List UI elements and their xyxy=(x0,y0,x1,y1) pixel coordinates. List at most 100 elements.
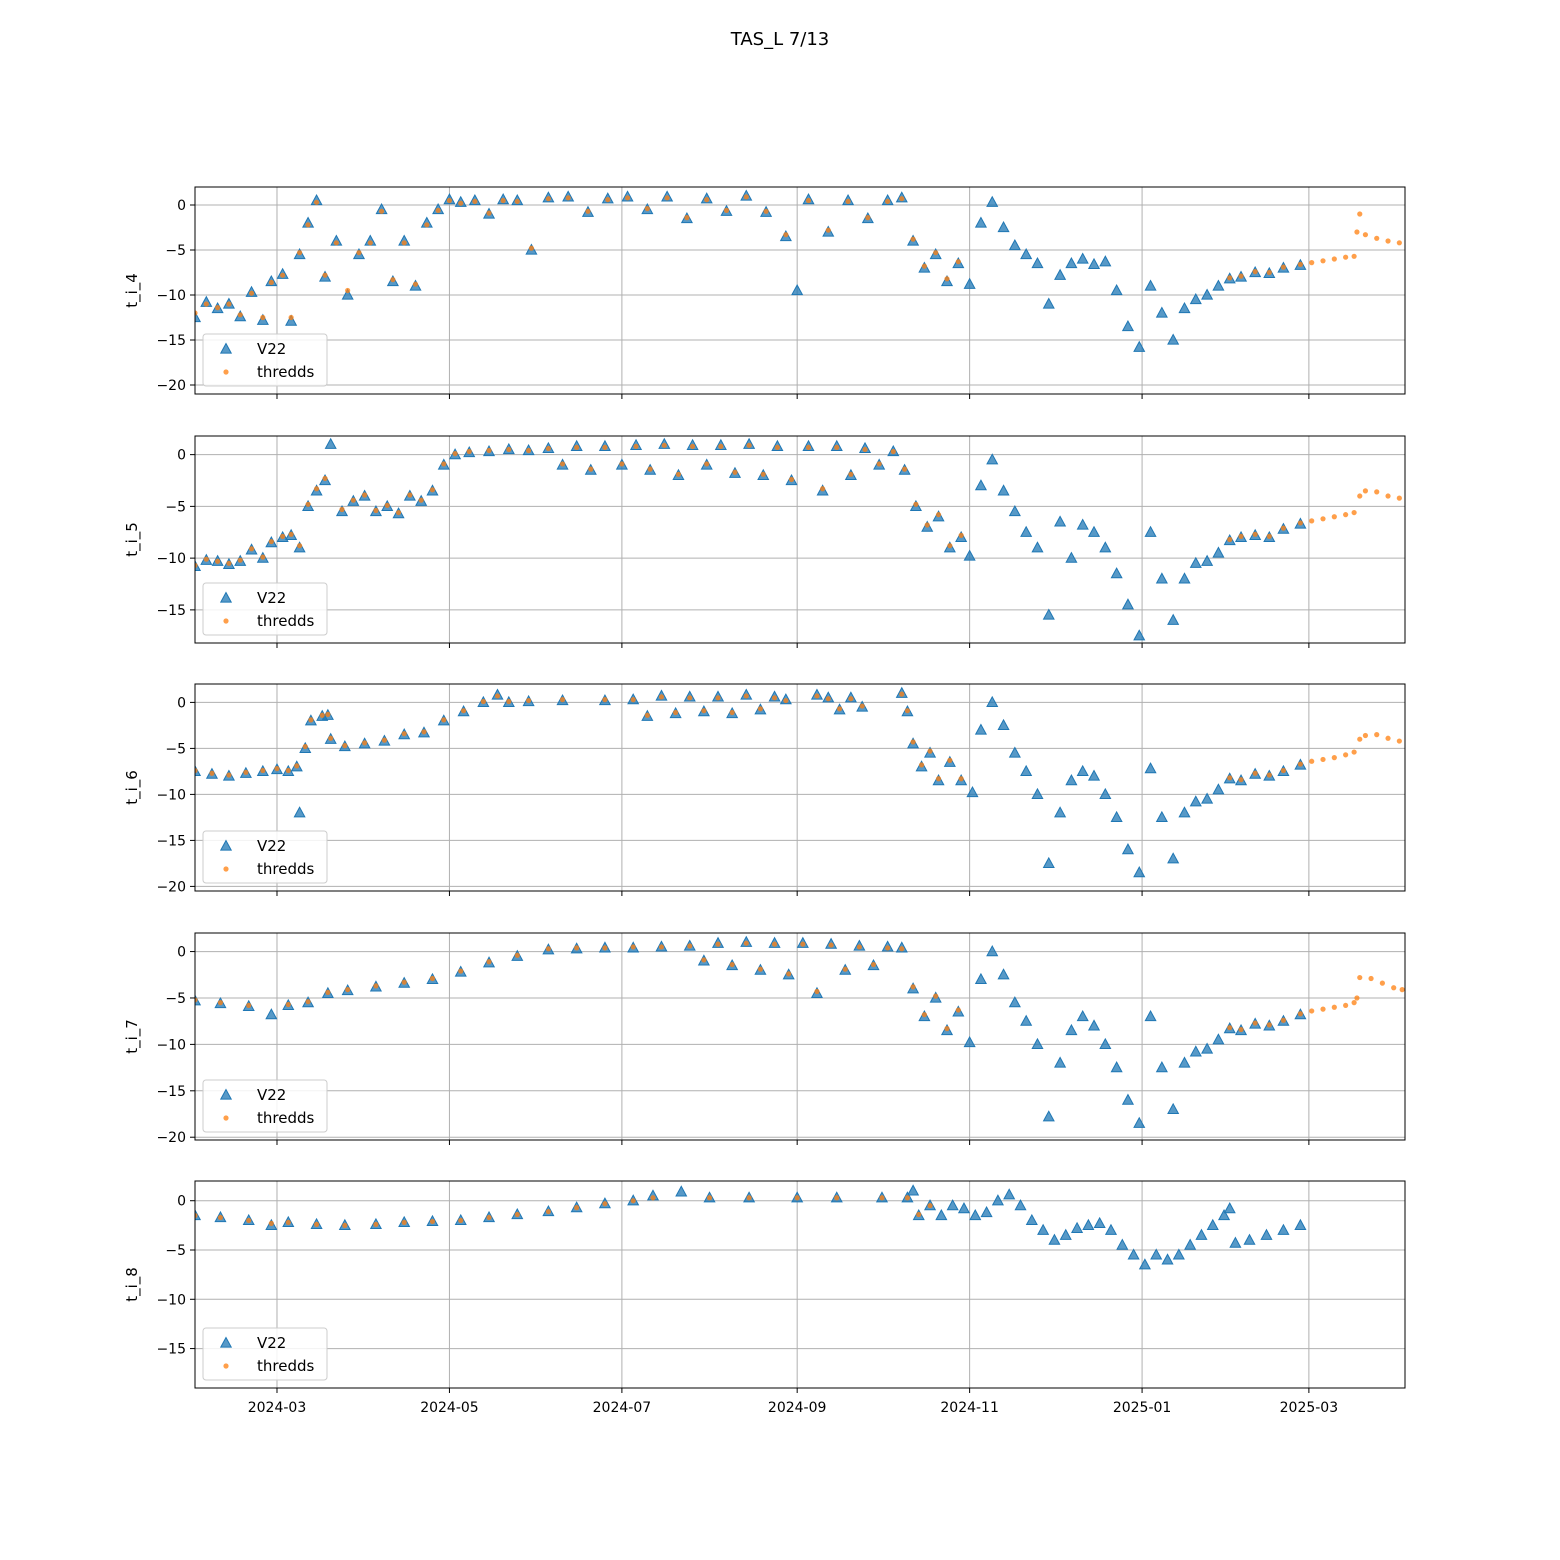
data-point-v22 xyxy=(1277,1223,1290,1235)
data-point-thredds xyxy=(675,471,682,477)
data-point-thredds xyxy=(246,1002,252,1009)
data-point-v22 xyxy=(997,968,1010,980)
data-point-thredds xyxy=(588,466,594,472)
data-point-thredds xyxy=(743,940,749,946)
data-point-v22 xyxy=(1008,996,1021,1008)
data-point-v22 xyxy=(1110,283,1123,296)
data-point-thredds xyxy=(786,971,792,977)
data-point-thredds xyxy=(602,945,608,951)
data-point-v22 xyxy=(1201,1042,1214,1054)
data-point-thredds xyxy=(1227,1025,1233,1031)
data-point-thredds xyxy=(429,975,436,982)
data-point-thredds xyxy=(1385,238,1391,244)
plot-area xyxy=(195,935,1405,1128)
data-point-v22 xyxy=(1076,518,1089,530)
data-point-thredds xyxy=(1396,240,1402,246)
data-point-thredds xyxy=(729,709,735,716)
data-point-thredds xyxy=(757,706,764,712)
data-point-v22 xyxy=(969,1208,982,1221)
data-point-thredds xyxy=(384,502,390,508)
data-point-thredds xyxy=(297,543,303,549)
y-tick-label: −15 xyxy=(156,1342,186,1358)
data-point-v22 xyxy=(1054,1056,1067,1068)
y-axis-label: t_i_6 xyxy=(123,770,142,805)
data-point-v22 xyxy=(1167,1102,1180,1114)
data-point-thredds xyxy=(630,697,636,703)
data-point-v22 xyxy=(974,972,988,985)
data-point-thredds xyxy=(715,695,721,701)
data-point-v22 xyxy=(1070,1221,1084,1233)
data-point-thredds xyxy=(424,222,430,228)
data-point-v22 xyxy=(1133,866,1146,878)
data-point-v22 xyxy=(1155,1061,1168,1073)
data-point-thredds xyxy=(902,466,908,472)
axes-frame xyxy=(194,435,1406,644)
data-point-v22 xyxy=(1031,541,1044,553)
data-point-thredds xyxy=(285,1219,291,1225)
data-point-v22 xyxy=(1127,1248,1140,1260)
x-tick-label: 2024-07 xyxy=(593,1400,652,1416)
data-point-thredds xyxy=(514,198,520,204)
data-point-v22 xyxy=(974,723,988,735)
data-point-v22 xyxy=(1184,1238,1197,1250)
plot-area xyxy=(195,686,1402,878)
data-point-v22 xyxy=(1020,247,1033,260)
data-point-thredds xyxy=(1227,275,1233,281)
data-point-thredds xyxy=(890,448,896,455)
data-point-thredds xyxy=(525,447,532,454)
data-point-thredds xyxy=(1280,767,1287,774)
data-point-v22 xyxy=(1189,556,1202,568)
data-point-v22 xyxy=(1212,279,1225,291)
data-point-thredds xyxy=(325,711,331,717)
data-point-thredds xyxy=(729,961,735,968)
data-point-thredds xyxy=(1357,974,1363,981)
data-point-thredds xyxy=(650,1195,656,1201)
data-point-v22 xyxy=(974,216,988,228)
data-point-thredds xyxy=(429,1218,436,1225)
data-point-thredds xyxy=(1399,987,1405,993)
y-tick-label: −15 xyxy=(156,333,186,349)
data-point-thredds xyxy=(910,236,916,242)
data-point-thredds xyxy=(825,696,831,702)
data-point-v22 xyxy=(997,220,1010,233)
data-point-thredds xyxy=(842,966,848,972)
data-point-thredds xyxy=(1238,533,1244,539)
data-point-thredds xyxy=(226,301,232,307)
data-point-v22 xyxy=(1003,1188,1016,1200)
data-point-v22 xyxy=(1167,613,1180,625)
data-point-thredds xyxy=(195,1212,198,1219)
data-point-thredds xyxy=(226,772,232,778)
data-point-thredds xyxy=(1266,772,1272,778)
data-point-thredds xyxy=(746,442,752,448)
data-point-thredds xyxy=(1238,777,1244,783)
legend-box xyxy=(202,1079,328,1133)
data-point-thredds xyxy=(195,562,198,568)
legend-label-v22: V22 xyxy=(257,1086,286,1104)
data-point-thredds xyxy=(743,194,749,200)
data-point-thredds xyxy=(378,208,385,214)
data-point-v22 xyxy=(1008,746,1021,758)
series-thredds xyxy=(195,194,1402,321)
data-point-v22 xyxy=(1195,1228,1208,1240)
data-point-thredds xyxy=(1309,1008,1315,1014)
legend-marker-v22 xyxy=(219,591,233,603)
data-point-thredds xyxy=(494,693,501,699)
data-point-thredds xyxy=(574,945,580,951)
data-point-v22 xyxy=(1099,255,1112,267)
data-point-thredds xyxy=(899,946,905,952)
data-point-v22 xyxy=(1155,306,1168,318)
y-tick-label: −15 xyxy=(156,833,186,849)
data-point-thredds xyxy=(407,492,413,498)
data-point-thredds xyxy=(834,444,840,450)
data-point-v22 xyxy=(1212,546,1225,558)
data-point-thredds xyxy=(947,757,953,763)
data-point-thredds xyxy=(401,979,407,985)
data-point-thredds xyxy=(825,227,831,233)
data-point-thredds xyxy=(313,486,320,492)
data-point-thredds xyxy=(848,471,854,477)
data-point-thredds xyxy=(217,1000,224,1006)
series-v22 xyxy=(195,935,1307,1128)
data-point-v22 xyxy=(1087,257,1101,270)
data-point-v22 xyxy=(1294,1218,1307,1230)
